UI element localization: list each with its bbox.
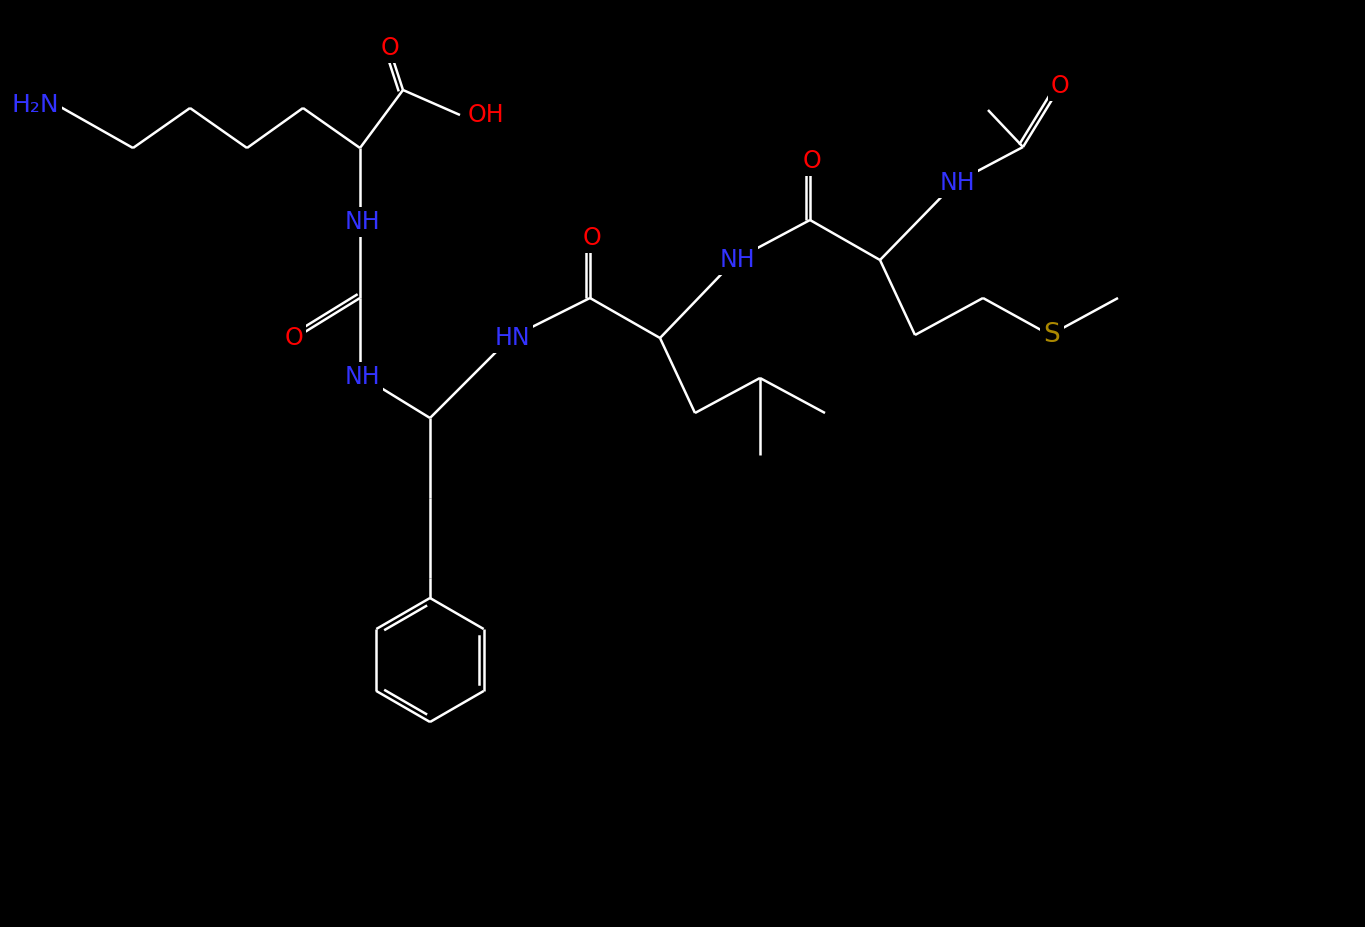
Text: NH: NH xyxy=(344,365,379,389)
Text: NH: NH xyxy=(939,171,975,195)
Text: NH: NH xyxy=(719,248,755,272)
Text: S: S xyxy=(1044,322,1061,348)
Text: NH: NH xyxy=(344,210,379,234)
Text: O: O xyxy=(803,149,822,173)
Text: H₂N: H₂N xyxy=(11,93,59,117)
Text: O: O xyxy=(381,36,400,60)
Text: HN: HN xyxy=(494,326,530,350)
Text: O: O xyxy=(285,326,303,350)
Text: O: O xyxy=(583,226,602,250)
Text: OH: OH xyxy=(468,103,505,127)
Text: O: O xyxy=(1051,74,1069,98)
